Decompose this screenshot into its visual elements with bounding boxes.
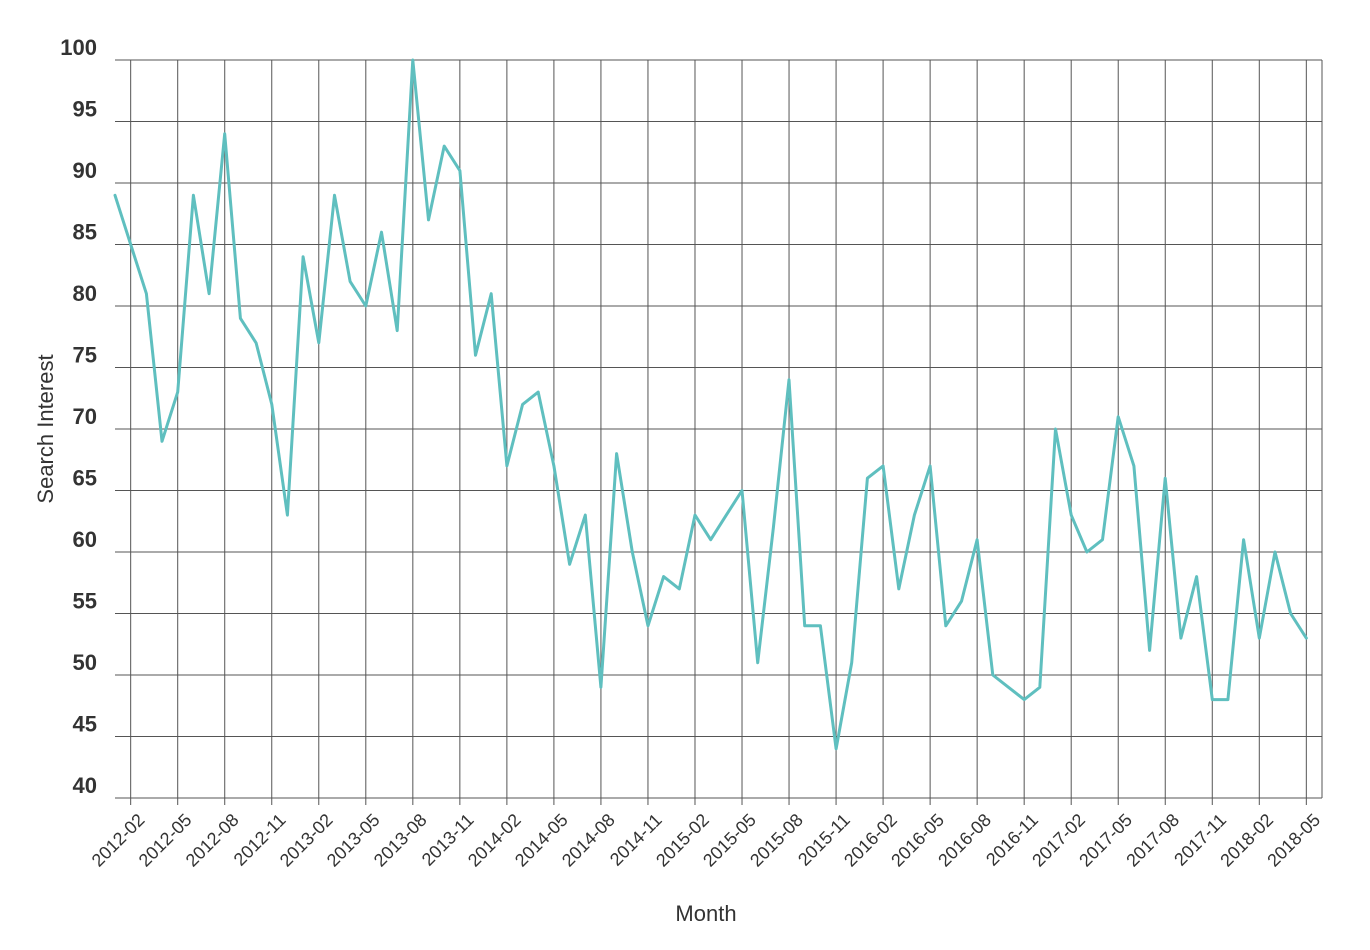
x-tick-label: 2012-08 — [182, 810, 243, 871]
y-axis-ticks: 40 45 50 55 60 65 70 75 80 85 90 95 100 — [60, 35, 97, 798]
y-tick-label: 50 — [73, 650, 97, 675]
x-tick-label: 2017-08 — [1122, 810, 1183, 871]
y-tick-label: 45 — [73, 712, 97, 737]
x-axis-ticks: 2012-022012-052012-082012-112013-022013-… — [88, 810, 1325, 871]
y-tick-label: 100 — [60, 35, 97, 60]
x-tick-label: 2014-08 — [558, 810, 619, 871]
y-tick-label: 55 — [73, 589, 97, 614]
y-tick-label: 40 — [73, 773, 97, 798]
y-tick-label: 85 — [73, 220, 97, 245]
x-tick-label: 2013-08 — [370, 810, 431, 871]
y-tick-label: 70 — [73, 404, 97, 429]
series-layer — [113, 58, 1308, 751]
series-line — [113, 58, 1308, 751]
x-axis-title: Month — [675, 901, 736, 926]
y-tick-label: 95 — [73, 97, 97, 122]
y-tick-label: 65 — [73, 466, 97, 491]
x-tick-label: 2018-05 — [1263, 810, 1324, 871]
y-tick-label: 80 — [73, 281, 97, 306]
x-tick-label: 2016-08 — [934, 810, 995, 871]
x-tick-label: 2015-08 — [746, 810, 807, 871]
y-tick-label: 90 — [73, 158, 97, 183]
y-tick-label: 75 — [73, 343, 97, 368]
grid-layer — [115, 59, 1323, 805]
y-tick-label: 60 — [73, 527, 97, 552]
y-axis-title: Search Interest — [33, 354, 58, 503]
